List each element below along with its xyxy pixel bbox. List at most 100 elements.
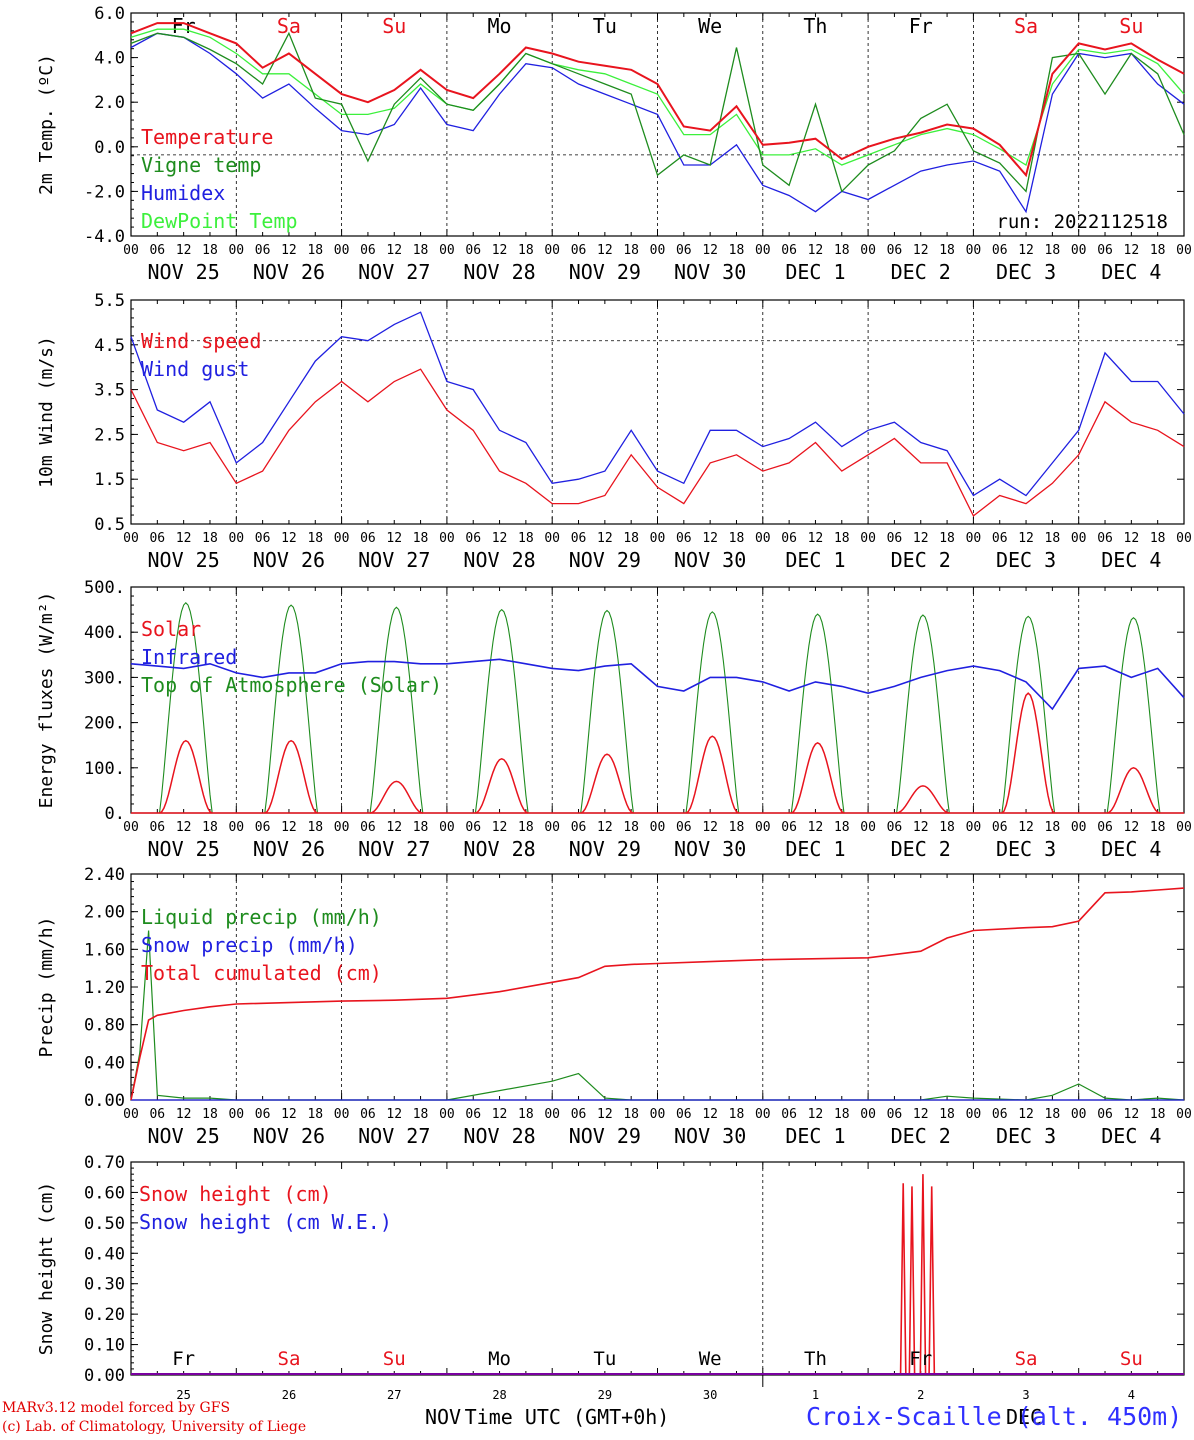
weekday-label: Mo <box>488 14 512 38</box>
hour-tick-label: 06 <box>571 1107 587 1122</box>
hour-tick-label: 06 <box>781 531 797 546</box>
hour-tick-label: 06 <box>465 531 481 546</box>
hour-tick-label: 12 <box>808 531 824 546</box>
hour-tick-label: 06 <box>676 1107 692 1122</box>
run-label: run: 2022112518 <box>996 211 1168 233</box>
day-number: 30 <box>703 1388 717 1402</box>
date-label: NOV 27 <box>358 1124 430 1148</box>
hour-tick-label: 18 <box>834 531 850 546</box>
date-label: NOV 26 <box>253 548 325 572</box>
hour-tick-label: 00 <box>860 820 876 835</box>
hour-tick-label: 18 <box>1150 531 1166 546</box>
legend-entry: Humidex <box>141 181 225 205</box>
solar-curve <box>896 785 950 814</box>
hour-tick-label: 12 <box>176 820 192 835</box>
hour-tick-label: 18 <box>623 243 639 258</box>
hour-tick-label: 06 <box>255 243 271 258</box>
date-label: DEC 2 <box>891 1124 951 1148</box>
toa-solar-curve <box>474 608 529 814</box>
hour-tick-label: 00 <box>123 1107 139 1122</box>
hour-tick-label: 12 <box>1018 531 1034 546</box>
weekday-label: Th <box>803 14 827 38</box>
hour-tick-label: 18 <box>518 820 534 835</box>
hour-tick-label: 12 <box>808 1107 824 1122</box>
date-label: DEC 3 <box>996 548 1056 572</box>
day-number: 1 <box>812 1388 819 1402</box>
hour-tick-label: 18 <box>623 531 639 546</box>
hour-tick-label: 06 <box>781 243 797 258</box>
hour-tick-label: 00 <box>650 820 666 835</box>
hour-tick-label: 18 <box>202 531 218 546</box>
toa-solar-curve <box>1001 615 1056 814</box>
date-label: NOV 27 <box>358 260 430 284</box>
hour-tick-label: 06 <box>781 1107 797 1122</box>
hour-tick-label: 00 <box>544 1107 560 1122</box>
hour-tick-label: 06 <box>465 820 481 835</box>
date-label: DEC 1 <box>785 548 845 572</box>
hour-tick-label: 12 <box>386 531 402 546</box>
hour-tick-label: 00 <box>650 531 666 546</box>
solar-curve <box>369 780 423 814</box>
hour-tick-label: 00 <box>334 243 350 258</box>
hour-tick-label: 12 <box>702 820 718 835</box>
hour-tick-label: 12 <box>597 531 613 546</box>
hour-tick-label: 06 <box>255 531 271 546</box>
hour-tick-label: 06 <box>571 820 587 835</box>
day-number: 3 <box>1022 1388 1029 1402</box>
hour-tick-label: 00 <box>966 243 982 258</box>
date-label: NOV 30 <box>674 837 746 861</box>
date-label: DEC 2 <box>891 548 951 572</box>
y-tick-label: 0.70 <box>84 1153 125 1173</box>
date-label: NOV 25 <box>148 837 220 861</box>
hour-tick-label: 06 <box>360 243 376 258</box>
day-number: 4 <box>1128 1388 1135 1402</box>
hour-tick-label: 12 <box>1124 820 1140 835</box>
hour-tick-label: 00 <box>966 1107 982 1122</box>
y-tick-label: 2.0 <box>94 93 125 113</box>
weekday-label: We <box>698 14 722 38</box>
hour-tick-label: 00 <box>544 820 560 835</box>
hour-tick-label: 18 <box>518 531 534 546</box>
legend-entry: Temperature <box>141 125 273 149</box>
date-label: DEC 3 <box>996 260 1056 284</box>
snow-spike <box>899 1183 907 1376</box>
series-line-vigne-temp <box>130 31 1185 193</box>
series-line-wind-gust <box>130 311 1185 497</box>
hour-tick-label: 18 <box>202 243 218 258</box>
date-label: NOV 25 <box>148 548 220 572</box>
hour-tick-label: 18 <box>729 1107 745 1122</box>
y-tick-label: 0. <box>105 804 125 824</box>
y-tick-label: 4.0 <box>94 49 125 69</box>
model-credit: MARv3.12 model forced by GFS <box>2 1400 231 1416</box>
weekday-label: Su <box>383 1348 406 1370</box>
hour-tick-label: 06 <box>465 1107 481 1122</box>
hour-tick-label: 12 <box>492 1107 508 1122</box>
hour-tick-label: 00 <box>228 531 244 546</box>
date-label: DEC 2 <box>891 260 951 284</box>
toa-solar-curve <box>896 614 950 814</box>
hour-tick-label: 00 <box>1071 820 1087 835</box>
hour-tick-label: 00 <box>544 243 560 258</box>
energy-panel: 0. 100. 200. 300. 400. 500. Energy fluxes (W/m… <box>36 578 1192 861</box>
hour-tick-label: 12 <box>492 243 508 258</box>
hour-tick-label: 06 <box>571 243 587 258</box>
hour-tick-label: 06 <box>149 1107 165 1122</box>
hour-tick-label: 12 <box>913 820 929 835</box>
solar-curve <box>264 739 318 814</box>
y-tick-label: 5.5 <box>94 291 125 311</box>
precip-panel: 0.00 0.40 0.80 1.20 1.60 2.00 2.40 Precip (mm/h… <box>36 865 1192 1148</box>
hour-tick-label: 18 <box>202 1107 218 1122</box>
date-label: NOV 29 <box>569 260 641 284</box>
hour-tick-label: 18 <box>307 243 323 258</box>
y-tick-label: 2.40 <box>84 865 125 885</box>
date-label: DEC 1 <box>785 1124 845 1148</box>
toa-solar-curve <box>1106 616 1161 814</box>
hour-tick-label: 00 <box>1176 531 1192 546</box>
date-label: DEC 1 <box>785 837 845 861</box>
hour-tick-label: 00 <box>966 820 982 835</box>
hour-tick-label: 06 <box>992 243 1008 258</box>
solar-curve <box>1001 692 1056 814</box>
date-label: NOV 29 <box>569 837 641 861</box>
hour-tick-label: 12 <box>702 1107 718 1122</box>
